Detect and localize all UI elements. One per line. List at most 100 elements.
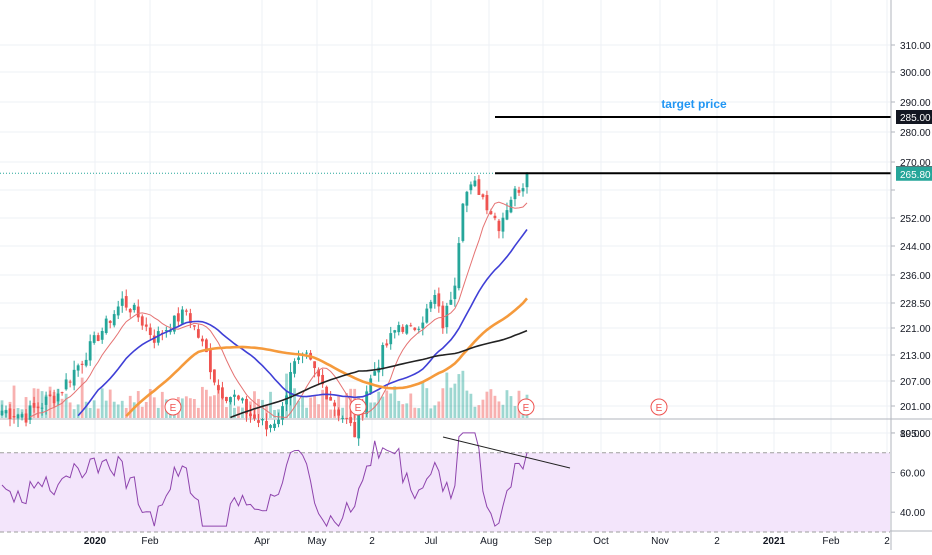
candle-body[interactable] — [417, 328, 421, 330]
candle-body[interactable] — [8, 408, 12, 419]
candle-body[interactable] — [373, 371, 377, 376]
candle-body[interactable] — [401, 326, 405, 332]
candle-body[interactable] — [152, 335, 156, 343]
candle-body[interactable] — [12, 416, 16, 418]
candle-body[interactable] — [221, 387, 224, 399]
candle-body[interactable] — [349, 417, 353, 424]
candle-body[interactable] — [281, 406, 284, 420]
candle-body[interactable] — [505, 210, 509, 220]
candle-body[interactable] — [28, 405, 32, 420]
candle-body[interactable] — [16, 414, 20, 419]
candle-body[interactable] — [413, 327, 417, 331]
candle-body[interactable] — [405, 325, 409, 334]
candle-body[interactable] — [249, 413, 252, 417]
candle-body[interactable] — [36, 406, 40, 409]
candle-body[interactable] — [112, 314, 116, 326]
candle-body[interactable] — [341, 418, 345, 420]
candle-body[interactable] — [144, 324, 148, 327]
candle-body[interactable] — [124, 296, 128, 308]
candle-body[interactable] — [200, 338, 204, 342]
candle-body[interactable] — [56, 393, 60, 402]
candle-body[interactable] — [104, 318, 108, 334]
candle-body[interactable] — [233, 394, 236, 397]
candle-body[interactable] — [257, 420, 260, 423]
horizontal-lines[interactable]: target price — [0, 97, 891, 175]
candle-body[interactable] — [381, 345, 385, 370]
candle-body[interactable] — [100, 331, 104, 340]
candle-body[interactable] — [208, 349, 212, 373]
candle-body[interactable] — [237, 395, 240, 400]
candle-body[interactable] — [477, 179, 481, 195]
candle-body[interactable] — [313, 361, 316, 369]
candle-body[interactable] — [525, 173, 529, 188]
candle-body[interactable] — [453, 285, 457, 300]
candle-body[interactable] — [389, 333, 393, 345]
candle-body[interactable] — [136, 306, 140, 318]
candle-body[interactable] — [164, 330, 168, 332]
candle-body[interactable] — [321, 374, 325, 385]
candle-body[interactable] — [421, 322, 425, 329]
candle-body[interactable] — [217, 385, 220, 391]
candle-body[interactable] — [40, 407, 44, 409]
candle-body[interactable] — [253, 414, 256, 419]
candle-body[interactable] — [329, 397, 333, 401]
price-tag[interactable]: 265.80 — [896, 166, 932, 181]
candle-body[interactable] — [48, 394, 52, 397]
candle-body[interactable] — [521, 188, 525, 192]
earnings-marker[interactable]: E — [164, 398, 182, 416]
candle-body[interactable] — [357, 409, 361, 439]
candlesticks[interactable] — [0, 172, 529, 446]
candle-body[interactable] — [469, 184, 473, 191]
candle-body[interactable] — [305, 352, 308, 354]
candle-body[interactable] — [293, 361, 296, 374]
candle-body[interactable] — [84, 359, 88, 366]
candle-body[interactable] — [445, 305, 449, 328]
candle-body[interactable] — [76, 365, 80, 371]
oscillator-trendline[interactable] — [442, 436, 571, 469]
candle-body[interactable] — [461, 203, 465, 241]
candle-body[interactable] — [337, 409, 341, 416]
candle-body[interactable] — [184, 310, 188, 312]
candle-body[interactable] — [429, 301, 433, 309]
earnings-marker[interactable]: E — [349, 398, 367, 416]
candle-body[interactable] — [180, 309, 184, 324]
candle-body[interactable] — [88, 341, 92, 361]
earnings-marker[interactable]: E — [650, 398, 668, 416]
candle-body[interactable] — [489, 211, 493, 215]
candle-body[interactable] — [353, 421, 357, 438]
candle-body[interactable] — [473, 180, 477, 187]
candle-body[interactable] — [204, 339, 208, 353]
candle-body[interactable] — [317, 369, 321, 377]
candle-body[interactable] — [345, 418, 349, 420]
candle-body[interactable] — [485, 194, 489, 211]
candle-body[interactable] — [148, 327, 152, 336]
candle-body[interactable] — [369, 378, 373, 393]
candle-body[interactable] — [333, 402, 337, 407]
candle-body[interactable] — [68, 381, 72, 383]
candle-body[interactable] — [80, 363, 84, 365]
candle-body[interactable] — [196, 329, 200, 338]
candle-body[interactable] — [140, 316, 144, 326]
candle-body[interactable] — [409, 325, 413, 327]
candle-body[interactable] — [501, 217, 505, 232]
candle-body[interactable] — [24, 413, 28, 423]
candle-body[interactable] — [497, 220, 501, 232]
candle-body[interactable] — [229, 397, 232, 403]
candle-body[interactable] — [241, 398, 244, 401]
candle-body[interactable] — [192, 325, 196, 327]
candle-body[interactable] — [285, 395, 288, 405]
candle-body[interactable] — [96, 335, 100, 341]
candle-body[interactable] — [493, 215, 497, 219]
candle-body[interactable] — [0, 410, 4, 416]
candle-body[interactable] — [60, 392, 64, 394]
candle-body[interactable] — [289, 371, 292, 399]
candle-body[interactable] — [213, 369, 216, 383]
candle-body[interactable] — [437, 293, 441, 307]
candle-body[interactable] — [225, 396, 228, 402]
candle-body[interactable] — [433, 295, 437, 304]
candle-body[interactable] — [509, 199, 513, 213]
candle-body[interactable] — [245, 398, 248, 414]
candle-body[interactable] — [277, 419, 280, 425]
candle-body[interactable] — [457, 243, 461, 289]
